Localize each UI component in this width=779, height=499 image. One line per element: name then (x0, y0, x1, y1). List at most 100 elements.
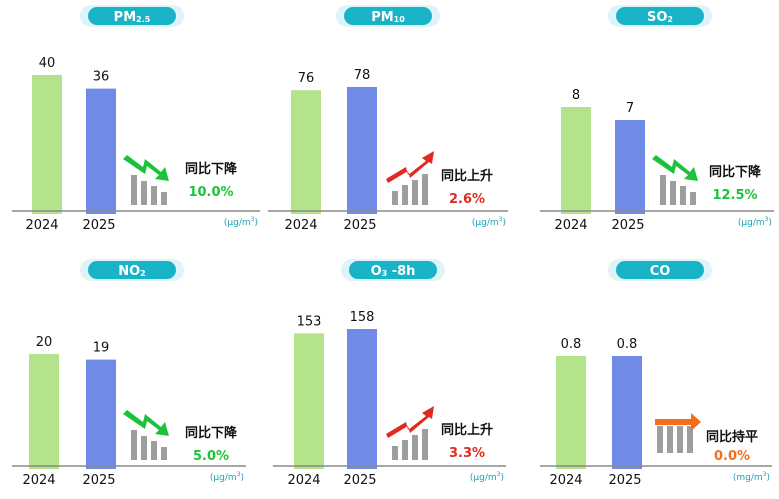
chart-title: CO (650, 264, 671, 279)
change-percent: 12.5% (712, 188, 757, 203)
trend-label: 同比下降 (185, 161, 238, 177)
unit-label: (μg/m3) (738, 216, 772, 228)
chart-panel: PM10 76 2024 78 2025 同比上升 2.6% (μg/m3) (268, 5, 508, 233)
chart-panel: NO2 20 2024 19 2025 同比下降 5.0% (μg/m3) (12, 259, 246, 488)
data-label: 153 (297, 314, 322, 329)
change-percent: 10.0% (188, 185, 233, 200)
data-label: 8 (572, 88, 580, 103)
down-arrow-icon (652, 155, 698, 181)
bar-2024 (29, 354, 59, 469)
mini-bar (402, 440, 408, 460)
chart-title: PM10 (371, 10, 405, 25)
trend-label: 同比下降 (709, 164, 762, 180)
tick-label: 2024 (284, 218, 317, 233)
mini-bar (680, 186, 686, 205)
mini-bar (141, 181, 147, 205)
mini-bar (141, 436, 147, 460)
bar-2025 (86, 88, 116, 214)
change-percent: 2.6% (449, 192, 485, 207)
bar-2025 (86, 359, 116, 469)
mini-bar (402, 185, 408, 205)
mini-bar (392, 191, 398, 205)
tick-label: 2024 (22, 473, 55, 488)
title-pill (616, 261, 704, 279)
bar-2024 (561, 107, 591, 214)
mini-bar (131, 430, 137, 460)
flat-arrow-icon (655, 413, 701, 431)
bar-2025 (347, 87, 377, 214)
chart-title: PM2.5 (114, 10, 151, 25)
tick-label: 2024 (554, 218, 587, 233)
title-pill (349, 261, 437, 279)
tick-label: 2025 (343, 473, 376, 488)
data-label: 158 (350, 310, 375, 325)
chart-title: O3 -8h (371, 264, 416, 279)
tick-label: 2025 (82, 473, 115, 488)
mini-bar (392, 446, 398, 460)
data-label: 7 (626, 101, 634, 116)
down-arrow-icon (123, 410, 169, 436)
bar-2024 (294, 333, 324, 469)
unit-label: (μg/m3) (224, 216, 258, 228)
mini-bar (412, 180, 418, 205)
change-percent: 3.3% (449, 446, 485, 461)
mini-bar (131, 175, 137, 205)
bar-2024 (556, 356, 586, 469)
mini-bar (660, 175, 666, 205)
bar-2025 (615, 120, 645, 214)
up-arrow-icon (386, 406, 434, 438)
title-pill (88, 7, 176, 25)
bar-2025 (347, 329, 377, 469)
mini-bar (687, 426, 693, 453)
down-arrow-icon (123, 155, 169, 181)
data-label: 0.8 (617, 337, 638, 352)
tick-label: 2024 (25, 218, 58, 233)
title-pill (344, 7, 432, 25)
unit-label: (mg/m3) (733, 471, 770, 483)
tick-label: 2025 (608, 473, 641, 488)
tick-label: 2025 (343, 218, 376, 233)
mini-bar (151, 441, 157, 460)
change-percent: 0.0% (714, 449, 750, 464)
tick-label: 2025 (611, 218, 644, 233)
mini-bar (422, 429, 428, 460)
tick-label: 2024 (287, 473, 320, 488)
unit-label: (μg/m3) (210, 471, 244, 483)
mini-bar (667, 426, 673, 453)
mini-bar (657, 426, 663, 453)
change-percent: 5.0% (193, 449, 229, 464)
chart-panel: O3 -8h 153 2024 158 2025 同比上升 3.3% (μg/m3) (273, 259, 506, 488)
data-label: 78 (354, 68, 371, 83)
data-label: 40 (39, 56, 56, 71)
chart-panel: PM2.5 40 2024 36 2025 同比下降 10.0% (μg/m3) (12, 5, 260, 233)
bar-2025 (612, 356, 642, 469)
data-label: 0.8 (561, 337, 582, 352)
unit-label: (μg/m3) (472, 216, 506, 228)
tick-label: 2024 (549, 473, 582, 488)
chart-title: SO2 (647, 10, 673, 25)
mini-bar (161, 192, 167, 205)
data-label: 76 (298, 71, 315, 86)
up-arrow-icon (386, 151, 434, 183)
mini-bar (690, 192, 696, 205)
mini-bar (677, 426, 683, 453)
data-label: 19 (93, 341, 110, 356)
mini-bar (422, 174, 428, 205)
mini-bar (161, 447, 167, 460)
data-label: 20 (36, 335, 53, 350)
trend-label: 同比上升 (441, 168, 493, 184)
trend-label: 同比下降 (185, 425, 238, 441)
mini-bar (151, 186, 157, 205)
chart-panel: SO2 8 2024 7 2025 同比下降 12.5% (μg/m3) (540, 5, 774, 233)
chart-title: NO2 (118, 264, 146, 279)
title-pill (88, 261, 176, 279)
unit-label: (μg/m3) (470, 471, 504, 483)
mini-bar (670, 181, 676, 205)
trend-label: 同比持平 (706, 429, 758, 445)
data-label: 36 (93, 70, 110, 85)
title-pill (616, 7, 704, 25)
chart-panel: CO 0.8 2024 0.8 2025 同比持平 0.0% (mg/m3) (540, 259, 772, 488)
trend-label: 同比上升 (441, 422, 493, 438)
